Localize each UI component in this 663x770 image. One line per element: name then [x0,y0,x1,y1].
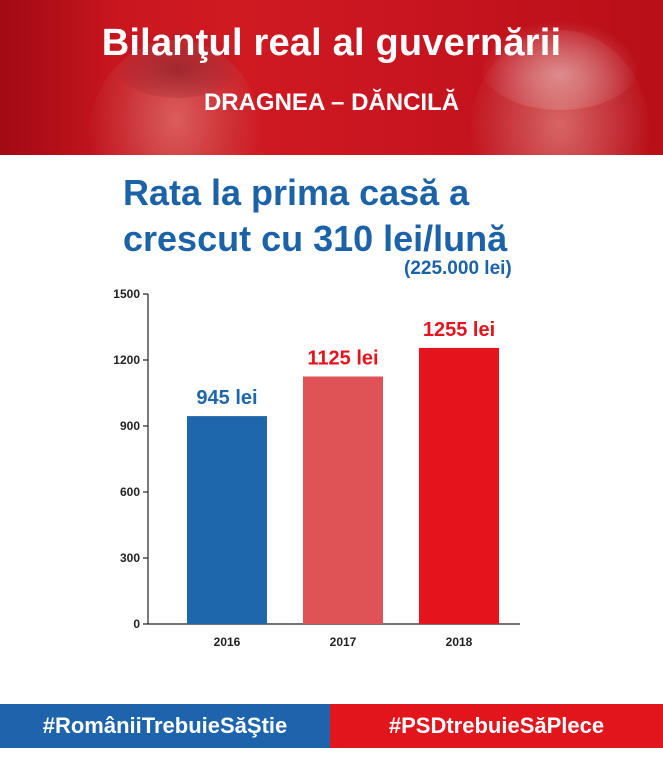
data-label-2017: 1125 lei [307,348,378,370]
chart-heading: Rata la prima casă a crescut cu 310 lei/… [123,170,507,262]
x-tick-label-2017: 2017 [330,635,357,649]
bar-2016 [187,416,267,624]
chart-heading-note: (225.000 lei) [404,258,512,279]
footer-hashtags: #RomâniiTrebuieSăŞtie #PSDtrebuieSăPlece [0,704,663,748]
portrait-photo-left [88,28,263,155]
hashtag-right: #PSDtrebuieSăPlece [330,704,663,748]
portrait-photo-right [470,20,650,155]
hashtag-left: #RomâniiTrebuieSăŞtie [0,704,330,748]
bar-2018 [419,347,499,624]
x-tick-label-2016: 2016 [214,635,241,649]
y-tick-label: 0 [133,617,140,631]
x-tick-label-2018: 2018 [446,635,473,649]
data-label-2016: 945 lei [196,387,257,409]
bar-2017 [303,376,383,624]
y-tick-label: 1200 [113,353,140,367]
y-tick-label: 900 [120,419,140,433]
y-tick-label: 300 [120,551,140,565]
y-tick-label: 600 [120,485,140,499]
data-label-2018: 1255 lei [423,319,495,341]
chart-heading-line-2: crescut cu 310 lei/lună [123,218,508,259]
y-tick-label: 1500 [113,287,140,301]
header-banner: Bilanţul real al guvernării DRAGNEA – DĂ… [0,0,663,155]
page-title: Bilanţul real al guvernării [101,22,562,64]
bar-chart: 0 300 600 900 1200 1500 2016 945 lei 2017 1125 le… [113,287,520,649]
page-subtitle: DRAGNEA – DĂNCILĂ [203,89,460,116]
chart-heading-line-1: Rata la prima casă a [123,172,470,213]
